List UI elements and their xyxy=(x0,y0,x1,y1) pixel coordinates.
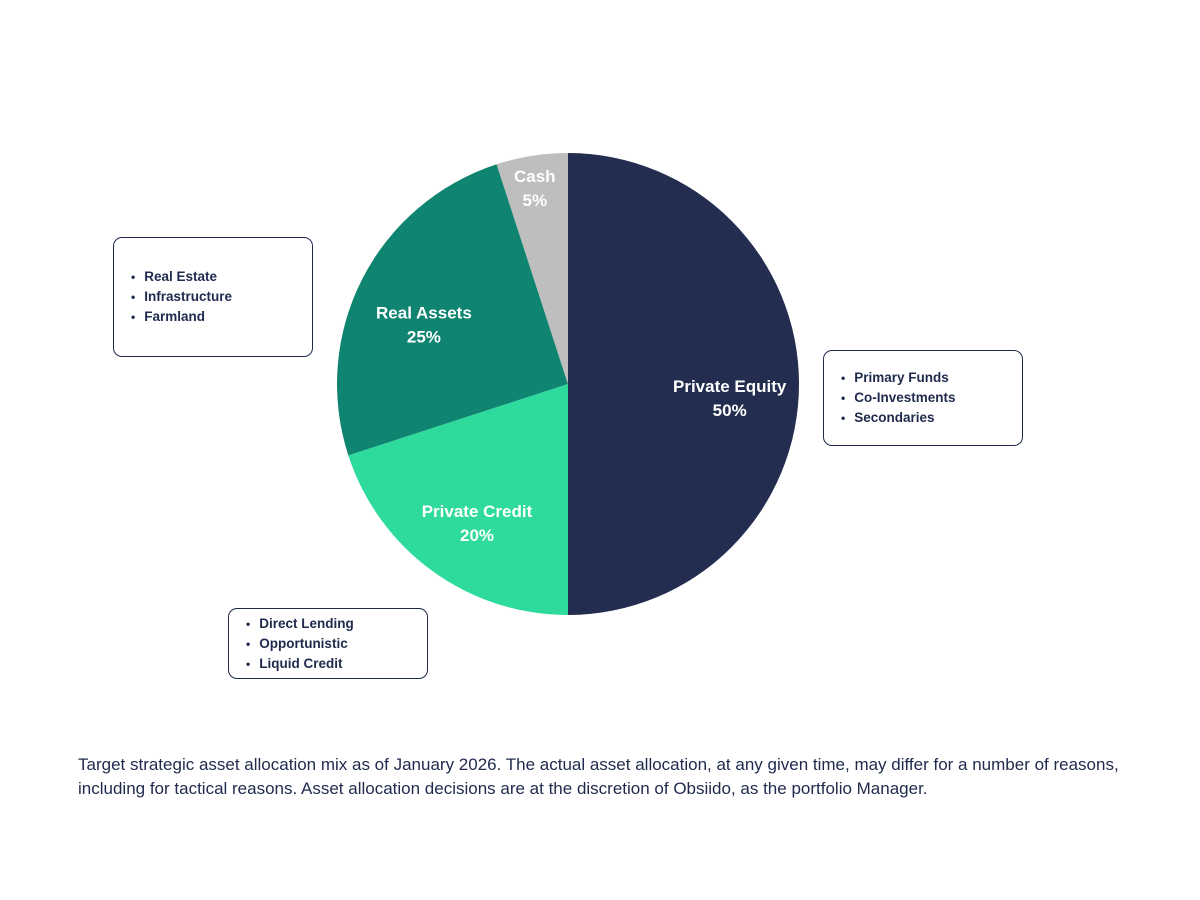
callout-real-assets-list: • Real Estate • Infrastructure • Farmland xyxy=(114,267,240,327)
pie-slice-private-equity xyxy=(568,153,799,615)
callout-item-label: Farmland xyxy=(144,309,205,324)
callout-item-label: Liquid Credit xyxy=(259,655,343,671)
bullet-icon: • xyxy=(246,616,251,631)
pie-slice-private-credit xyxy=(348,384,568,615)
callout-private-equity-list: • Primary Funds • Co-Investments • Secondar… xyxy=(824,368,963,428)
pie-slice-cash xyxy=(496,153,568,384)
callout-real-assets: • Real Estate • Infrastructure • Farmland xyxy=(113,237,313,357)
pie-slice-label: Real Assets 25% xyxy=(376,304,472,347)
callout-item-label: Secondaries xyxy=(854,410,935,425)
callout-item-label: Primary Funds xyxy=(854,370,949,385)
callout-item: • Farmland xyxy=(131,307,232,327)
bullet-icon: • xyxy=(841,371,846,385)
callout-item: • Liquid Credit xyxy=(246,654,354,674)
bullet-icon: • xyxy=(246,636,251,651)
callout-item: • Co-Investments xyxy=(841,388,955,408)
callout-private-credit-list: • Direct Lending • Opportunistic • Liquid C… xyxy=(229,614,362,674)
callout-item: • Primary Funds xyxy=(841,368,955,388)
callout-item-label: Opportunistic xyxy=(259,635,348,651)
disclaimer-text: Target strategic asset allocation mix as… xyxy=(78,755,1119,798)
callout-item: • Secondaries xyxy=(841,408,955,428)
callout-item-label: Real Estate xyxy=(144,269,217,284)
bullet-icon: • xyxy=(841,391,846,405)
callout-item: • Opportunistic xyxy=(246,634,354,654)
bullet-icon: • xyxy=(131,270,136,284)
callout-item: • Direct Lending xyxy=(246,614,354,634)
callout-item: • Infrastructure xyxy=(131,287,232,307)
callout-item-label: Infrastructure xyxy=(144,289,232,304)
callout-item-label: Direct Lending xyxy=(259,615,354,631)
bullet-icon: • xyxy=(246,656,251,671)
callout-private-equity: • Primary Funds • Co-Investments • Secondar… xyxy=(823,350,1023,446)
bullet-icon: • xyxy=(131,310,136,324)
pie-slice-label: Private Equity 50% xyxy=(673,377,787,420)
pie-chart: Private Equity 50% Private Credit 20% Real A… xyxy=(337,153,799,615)
bullet-icon: • xyxy=(131,290,136,304)
pie-slice-label: Private Credit 20% xyxy=(422,502,533,545)
callout-private-credit: • Direct Lending • Opportunistic • Liquid C… xyxy=(228,608,428,679)
pie-slice-label: Cash 5% xyxy=(514,167,556,210)
callout-item: • Real Estate xyxy=(131,267,232,287)
bullet-icon: • xyxy=(841,411,846,425)
pie-slice-real-assets xyxy=(337,164,568,456)
callout-item-label: Co-Investments xyxy=(854,390,956,405)
